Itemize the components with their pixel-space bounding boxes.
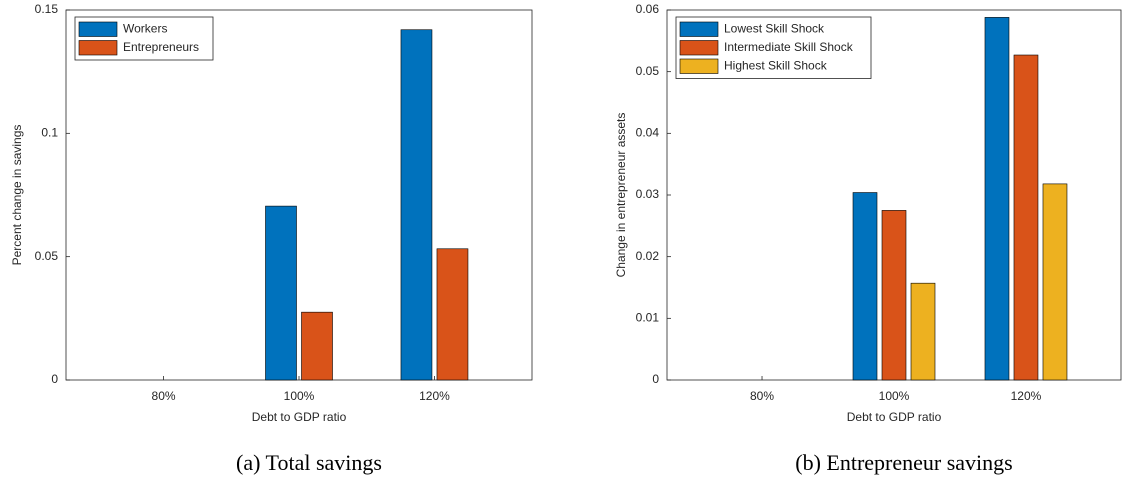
y-tick-label: 0.04 (636, 126, 660, 140)
bar (265, 205, 297, 381)
bar (436, 248, 469, 381)
bar (881, 210, 907, 381)
y-tick-label: 0.03 (636, 187, 660, 201)
bar (1013, 54, 1039, 381)
x-tick-label: 120% (419, 389, 450, 403)
y-tick-label: 0 (51, 372, 58, 386)
bar (301, 311, 333, 381)
y-tick-label: 0.06 (636, 2, 660, 16)
bar (1042, 183, 1068, 381)
legend-swatch (78, 21, 118, 37)
legend-label: Highest Skill Shock (724, 58, 828, 72)
bar (400, 29, 433, 381)
caption: (b) Entrepreneur savings (795, 450, 1012, 475)
legend-label: Workers (123, 21, 167, 35)
bar (910, 282, 936, 381)
y-axis-label: Percent change in savings (10, 125, 24, 266)
x-tick-label: 100% (879, 389, 910, 403)
x-axis-label: Debt to GDP ratio (847, 410, 942, 424)
y-axis-label: Change in entrepreneur assets (614, 113, 628, 278)
legend-swatch (679, 21, 719, 37)
y-tick-label: 0.15 (35, 2, 59, 16)
x-axis-label: Debt to GDP ratio (252, 410, 347, 424)
y-tick-label: 0 (652, 372, 659, 386)
legend-label: Lowest Skill Shock (724, 21, 825, 35)
legend-swatch (78, 40, 118, 56)
x-tick-label: 80% (750, 389, 774, 403)
bar (852, 192, 878, 381)
y-tick-label: 0.05 (35, 249, 59, 263)
y-tick-label: 0.05 (636, 64, 660, 78)
x-tick-label: 80% (152, 389, 176, 403)
caption: (a) Total savings (236, 450, 382, 475)
y-tick-label: 0.02 (636, 249, 660, 263)
legend-label: Intermediate Skill Shock (724, 40, 854, 54)
x-tick-label: 120% (1011, 389, 1042, 403)
bar (984, 17, 1010, 381)
y-tick-label: 0.01 (636, 311, 660, 325)
legend-label: Entrepreneurs (123, 40, 199, 54)
y-tick-label: 0.1 (41, 126, 58, 140)
legend-swatch (679, 58, 719, 74)
legend-swatch (679, 40, 719, 56)
x-tick-label: 100% (284, 389, 315, 403)
